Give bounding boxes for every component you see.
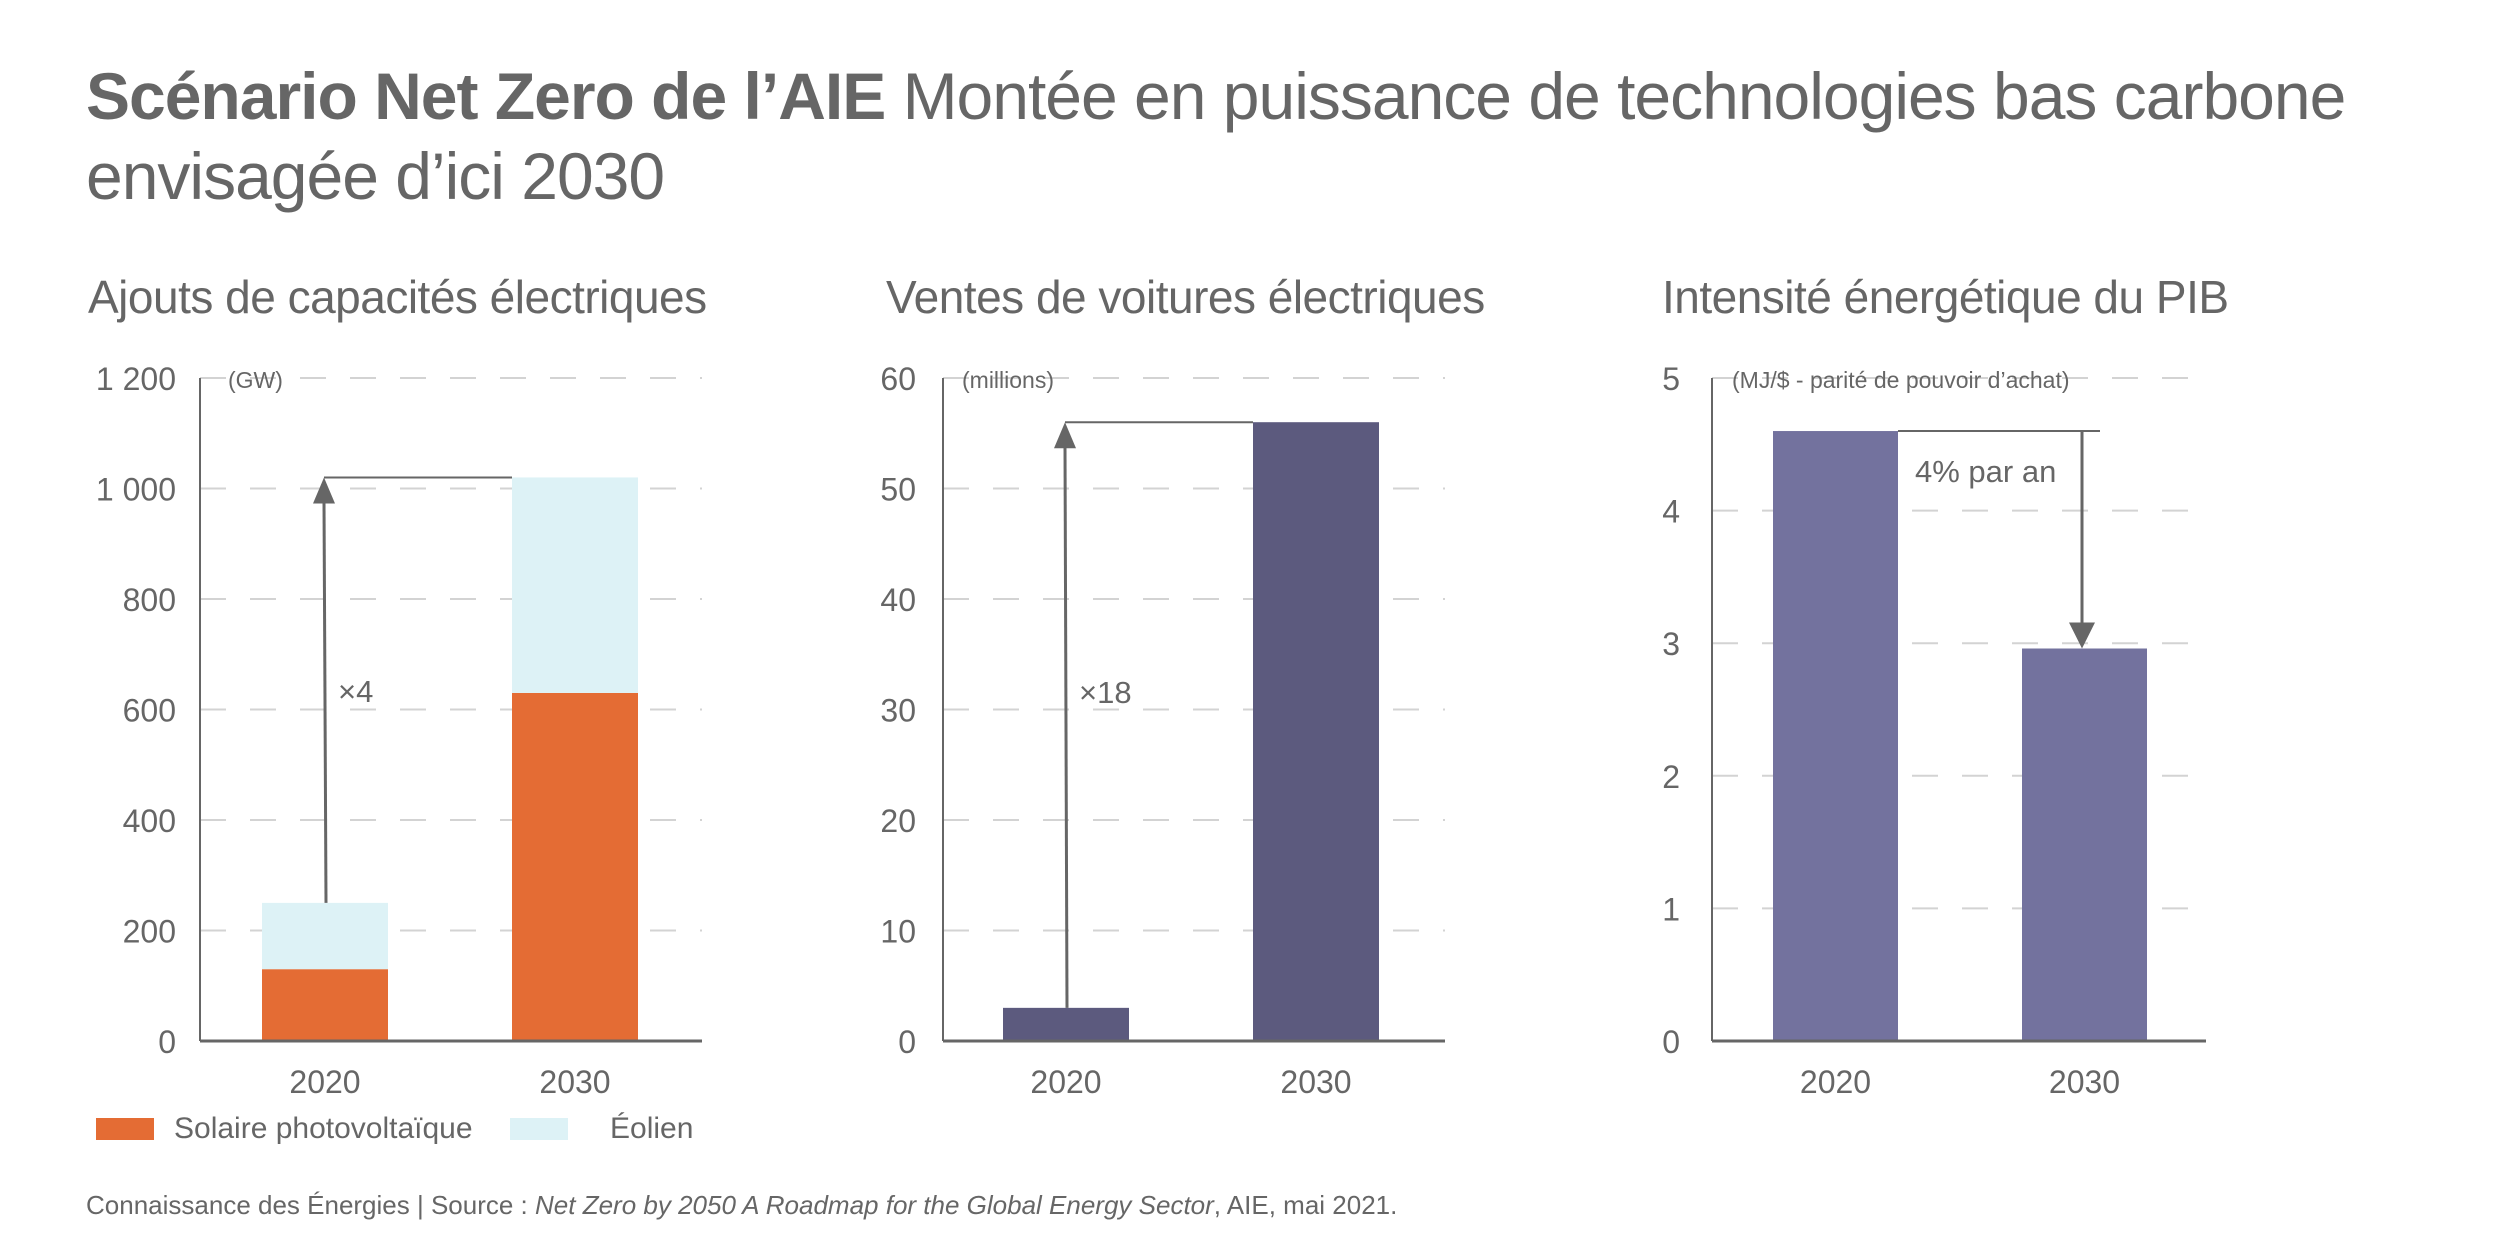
y-tick-label: 1	[1662, 891, 1680, 927]
y-tick-label: 40	[880, 582, 916, 618]
y-tick-label: 20	[880, 803, 916, 839]
page-title: Scénario Net Zero de l’AIE Montée en pui…	[86, 56, 2386, 216]
y-tick-label: 0	[1662, 1024, 1680, 1060]
x-tick-label: 2030	[2049, 1064, 2120, 1100]
y-tick-label: 1 000	[96, 472, 176, 508]
legend-solar: Solaire photovoltaïque	[96, 1112, 473, 1146]
arrow-down-icon	[2069, 622, 2095, 649]
x-tick-label: 2020	[289, 1064, 360, 1100]
chart2-title: Ventes de voitures électriques	[886, 271, 1485, 323]
growth-annotation: ×4	[338, 674, 373, 709]
y-tick-label: 50	[880, 472, 916, 508]
bar-wind-2030	[512, 477, 638, 693]
legend-label-solar: Solaire photovoltaïque	[174, 1112, 473, 1145]
bar-2030	[1253, 422, 1379, 1041]
chart3-title: Intensité énergétique du PIB	[1662, 271, 2229, 323]
growth-annotation: 4% par an	[1915, 454, 2056, 489]
y-tick-label: 200	[123, 914, 176, 950]
y-tick-label: 2	[1662, 759, 1680, 795]
arrow-up-icon	[1054, 422, 1076, 449]
x-tick-label: 2030	[539, 1064, 610, 1100]
footer-credit: Connaissance des Énergies | Source :	[86, 1190, 536, 1220]
bar-solar-2030	[512, 692, 638, 1041]
unit-label: (MJ/$ - parité de pouvoir d’achat)	[1732, 367, 2070, 393]
y-tick-label: 4	[1662, 494, 1680, 530]
title-bold: Scénario Net Zero de l’AIE	[86, 59, 886, 133]
growth-annotation: ×18	[1079, 675, 1132, 710]
y-tick-label: 800	[123, 582, 176, 618]
y-tick-label: 5	[1662, 361, 1680, 397]
y-tick-label: 400	[123, 803, 176, 839]
footer-source-rest: , AIE, mai 2021.	[1213, 1190, 1398, 1220]
bar-2030	[2022, 648, 2147, 1041]
title-light: Montée en puissance de technologies bas …	[86, 59, 2346, 213]
arrow-shaft	[322, 501, 328, 903]
x-tick-label: 2030	[1280, 1064, 1351, 1100]
legend-label-wind: Éolien	[610, 1112, 694, 1145]
bar-wind-2020	[262, 902, 388, 970]
bar-2020	[1773, 431, 1898, 1041]
chart1-title: Ajouts de capacités électriques	[88, 271, 707, 323]
unit-label: (millions)	[962, 367, 1054, 393]
y-tick-label: 10	[880, 914, 916, 950]
footer-source: Connaissance des Énergies | Source : Net…	[86, 1190, 1397, 1221]
x-tick-label: 2020	[1030, 1064, 1101, 1100]
footer-source-title: Net Zero by 2050 A Roadmap for the Globa…	[535, 1190, 1214, 1220]
unit-label: (GW)	[228, 367, 283, 393]
arrow-shaft	[1063, 446, 1069, 1008]
legend-wind: Éolien	[510, 1112, 693, 1146]
y-tick-label: 60	[880, 361, 916, 397]
y-tick-label: 0	[898, 1024, 916, 1060]
x-tick-label: 2020	[1800, 1064, 1871, 1100]
y-tick-label: 0	[158, 1024, 176, 1060]
bar-2020	[1003, 1007, 1129, 1041]
legend-swatch-solar	[96, 1118, 154, 1140]
y-tick-label: 3	[1662, 626, 1680, 662]
bar-solar-2020	[262, 969, 388, 1041]
y-tick-label: 600	[123, 693, 176, 729]
legend-swatch-wind	[510, 1118, 568, 1140]
y-tick-label: 1 200	[96, 361, 176, 397]
arrow-up-icon	[313, 477, 335, 504]
y-tick-label: 30	[880, 693, 916, 729]
